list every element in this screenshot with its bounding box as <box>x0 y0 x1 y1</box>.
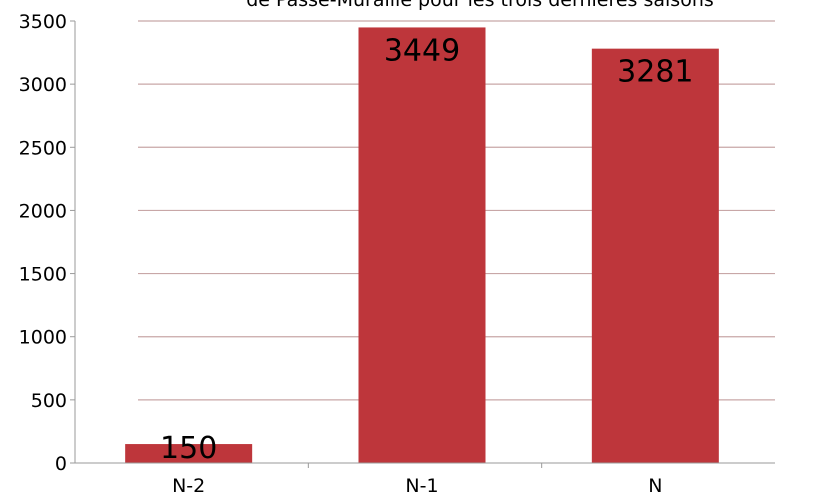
y-tick-label: 500 <box>31 390 67 412</box>
bar <box>125 444 253 463</box>
axes: 0 500 1000 1500 2000 2500 3000 3500 N-2 N-1 N <box>19 11 775 497</box>
y-tick-label: 3000 <box>19 74 67 96</box>
y-tick-label: 3500 <box>19 11 67 33</box>
bars <box>125 27 719 464</box>
x-tick-label: N-1 <box>405 475 438 497</box>
data-label: 3281 <box>617 55 693 90</box>
y-tick-label: 2500 <box>19 137 67 159</box>
data-label: 150 <box>160 431 217 466</box>
y-tick-label: 2000 <box>19 200 67 222</box>
data-labels: 150 3449 3281 <box>160 33 693 466</box>
chart-title: de Passe-Muraille pour les trois dernièr… <box>246 0 714 11</box>
y-tick-label: 1000 <box>19 327 67 349</box>
data-label: 3449 <box>384 33 460 68</box>
y-tick-label: 1500 <box>19 264 67 286</box>
y-tick-label: 0 <box>55 453 67 475</box>
x-tick-label: N-2 <box>172 475 205 497</box>
bar <box>358 27 486 463</box>
x-tick-label: N <box>648 475 662 497</box>
bar <box>591 48 719 464</box>
